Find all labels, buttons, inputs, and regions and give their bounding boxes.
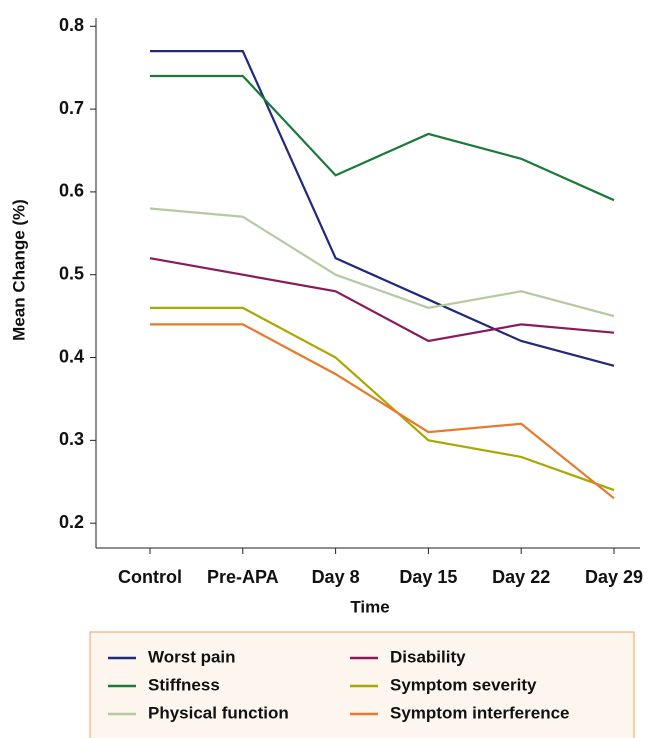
legend-label: Physical function (148, 703, 289, 722)
series-line (149, 257, 615, 343)
series-line (150, 74, 615, 202)
y-tick-label: 0.4 (59, 346, 84, 366)
legend-label: Stiffness (148, 675, 220, 694)
legend-label: Symptom severity (390, 675, 537, 694)
y-tick-label: 0.6 (59, 181, 84, 201)
legend-label: Symptom interference (390, 703, 570, 722)
series-line (150, 323, 615, 500)
x-axis-title: Time (350, 597, 389, 616)
x-tick-label: Control (118, 567, 182, 587)
legend-label: Worst pain (148, 647, 236, 666)
y-axis-title: Mean Change (%) (9, 199, 28, 341)
series-line (150, 306, 615, 492)
y-tick-label: 0.8 (59, 15, 84, 35)
y-tick-label: 0.3 (59, 429, 84, 449)
series-line (149, 207, 615, 318)
legend-label: Disability (390, 647, 466, 666)
x-tick-label: Pre-APA (207, 567, 279, 587)
y-tick-label: 0.7 (59, 98, 84, 118)
x-tick-label: Day 29 (585, 567, 643, 587)
x-tick-label: Day 8 (312, 567, 360, 587)
y-tick-label: 0.5 (59, 263, 84, 283)
x-tick-label: Day 15 (399, 567, 457, 587)
y-tick-label: 0.2 (59, 512, 84, 532)
series-line (150, 50, 615, 367)
x-tick-label: Day 22 (492, 567, 550, 587)
